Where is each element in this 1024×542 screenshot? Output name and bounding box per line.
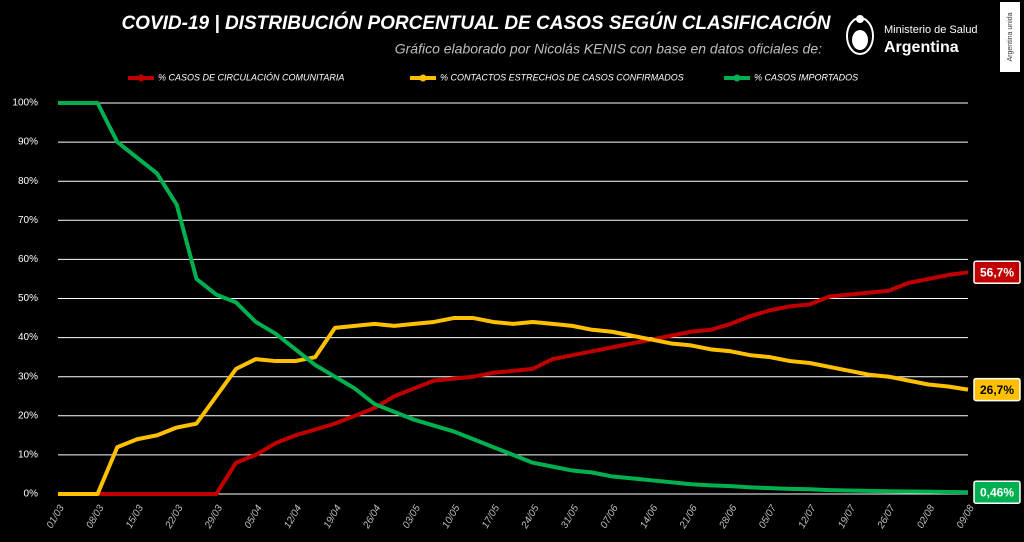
- y-tick-label: 20%: [18, 410, 38, 421]
- emblem-sun: [856, 15, 864, 23]
- side-badge: [1000, 2, 1020, 72]
- y-tick-label: 80%: [18, 176, 38, 187]
- end-label: 56,7%: [980, 265, 1014, 279]
- y-tick-label: 100%: [12, 98, 38, 109]
- legend-label: % CONTACTOS ESTRECHOS DE CASOS CONFIRMAD…: [440, 72, 684, 82]
- y-tick-label: 30%: [18, 371, 38, 382]
- legend-marker: [419, 74, 427, 82]
- logo-line1: Ministerio de Salud: [884, 24, 978, 36]
- end-label: 0,46%: [980, 485, 1014, 499]
- y-tick-label: 0%: [24, 489, 39, 500]
- legend-label: % CASOS DE CIRCULACIÓN COMUNITARIA: [158, 72, 344, 82]
- chart-title: COVID-19 | DISTRIBUCIÓN PORCENTUAL DE CA…: [121, 12, 831, 34]
- y-tick-label: 40%: [18, 332, 38, 343]
- end-label-box: [973, 377, 1021, 402]
- y-tick-label: 60%: [18, 254, 38, 265]
- series-line: [58, 316, 969, 496]
- emblem-core: [852, 30, 868, 50]
- chart-subtitle: Gráfico elaborado por Nicolás KENIS con …: [395, 41, 822, 57]
- end-label-box: [973, 480, 1021, 504]
- logo: Ministerio de Salud Argentina: [846, 15, 978, 56]
- y-tick-label: 90%: [18, 137, 38, 148]
- legend-label: % CASOS IMPORTADOS: [754, 72, 858, 82]
- series-line: [58, 270, 969, 496]
- side-text: Argentina unida: [1007, 12, 1014, 61]
- logo-line2: Argentina: [884, 39, 959, 56]
- legend-marker: [733, 74, 741, 82]
- end-label-box: [973, 260, 1021, 285]
- end-label: 26,7%: [980, 383, 1014, 397]
- series-line: [58, 101, 969, 495]
- legend-marker: [137, 74, 145, 82]
- y-tick-label: 70%: [18, 215, 38, 226]
- y-tick-label: 50%: [18, 293, 38, 304]
- y-tick-label: 10%: [18, 450, 38, 461]
